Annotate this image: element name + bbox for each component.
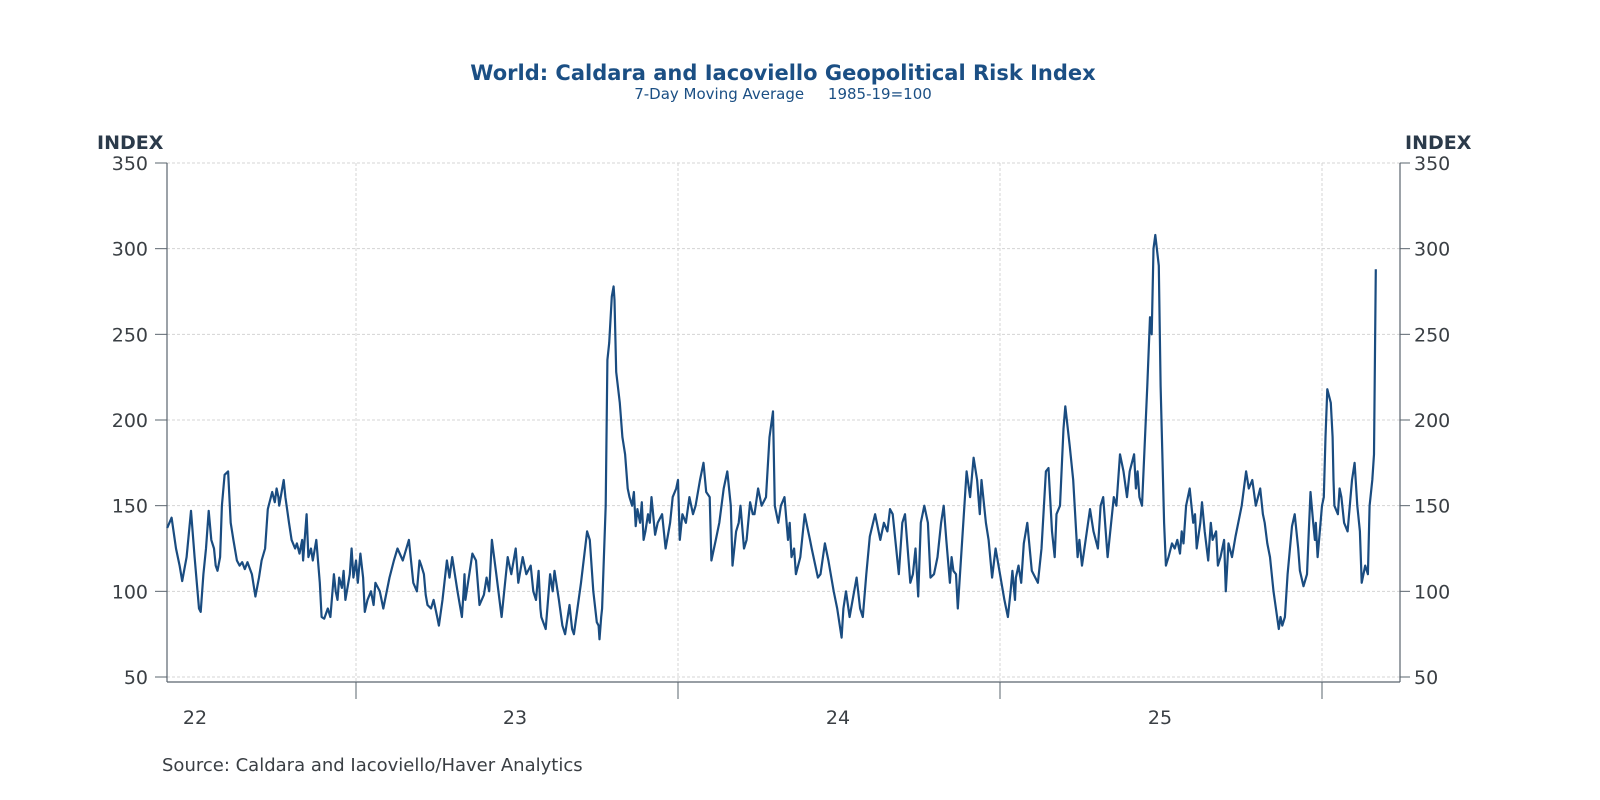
right-y-tick-label: 200 <box>1414 410 1450 432</box>
right-y-tick-label: 150 <box>1414 496 1450 518</box>
left-y-tick-label: 50 <box>124 667 148 689</box>
gridlines <box>167 162 1400 682</box>
left-y-tick-label: 350 <box>112 153 148 175</box>
x-tick-label: 25 <box>1148 707 1172 729</box>
source-note: Source: Caldara and Iacoviello/Haver Ana… <box>162 755 583 776</box>
right-y-tick-label: 300 <box>1414 239 1450 261</box>
x-tick-label: 24 <box>826 707 850 729</box>
right-y-tick-label: 350 <box>1414 153 1450 175</box>
chart-title: World: Caldara and Iacoviello Geopolitic… <box>470 61 1096 85</box>
right-y-tick-label: 250 <box>1414 324 1450 346</box>
axes: 50 50 100 100 150 150 200 200 250 250 300 300 350 350… <box>112 153 1451 729</box>
right-axis-unit-label: INDEX <box>1405 132 1472 154</box>
left-y-tick-label: 200 <box>112 410 148 432</box>
x-tick-label: 22 <box>183 707 207 729</box>
series-line <box>166 233 1377 641</box>
series-group <box>166 233 1377 641</box>
left-y-tick-label: 250 <box>112 324 148 346</box>
right-y-tick-label: 50 <box>1414 667 1438 689</box>
chart-subtitle: 7-Day Moving Average 1985-19=100 <box>634 85 932 103</box>
left-axis-unit-label: INDEX <box>97 132 164 154</box>
x-tick-label: 23 <box>503 707 527 729</box>
right-y-tick-label: 100 <box>1414 581 1450 603</box>
left-y-tick-label: 150 <box>112 496 148 518</box>
left-y-tick-label: 100 <box>112 581 148 603</box>
left-y-tick-label: 300 <box>112 239 148 261</box>
